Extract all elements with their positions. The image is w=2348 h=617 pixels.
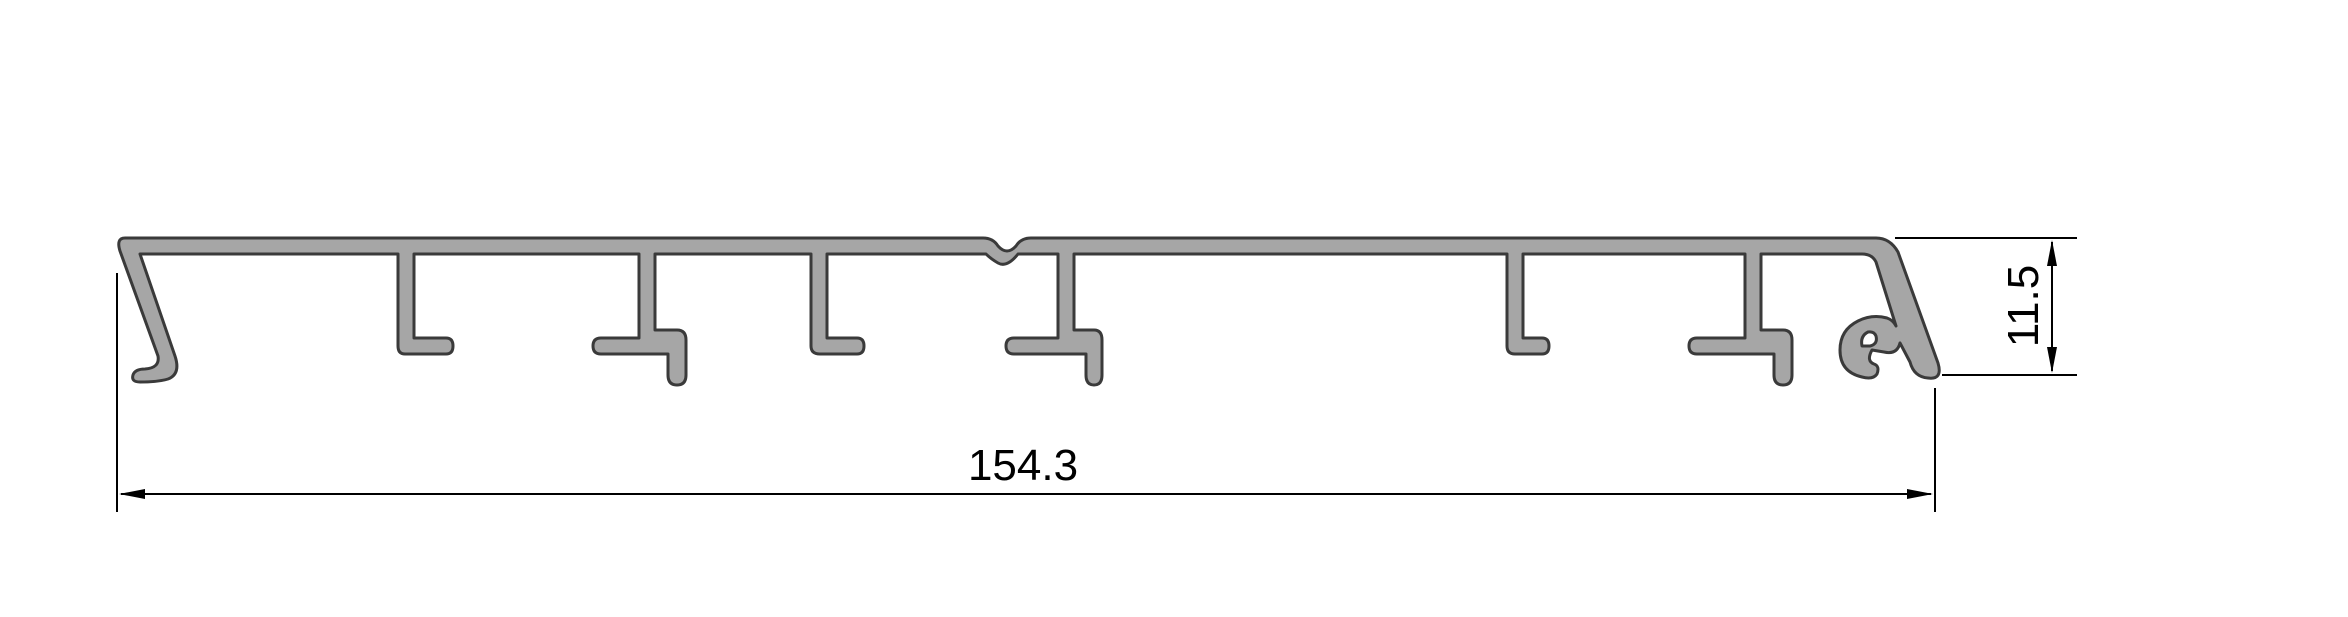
width-arrow-left bbox=[119, 489, 145, 499]
clip-hook-detail bbox=[1860, 330, 1878, 348]
height-arrow-top bbox=[2047, 240, 2057, 266]
height-arrow-bottom bbox=[2047, 347, 2057, 373]
extrusion-profile bbox=[117, 236, 1941, 387]
width-dimension-label: 154.3 bbox=[968, 441, 1078, 490]
width-dimension bbox=[116, 273, 1936, 512]
width-arrow-right bbox=[1907, 489, 1933, 499]
height-dimension-label: 11.5 bbox=[1999, 265, 2048, 347]
